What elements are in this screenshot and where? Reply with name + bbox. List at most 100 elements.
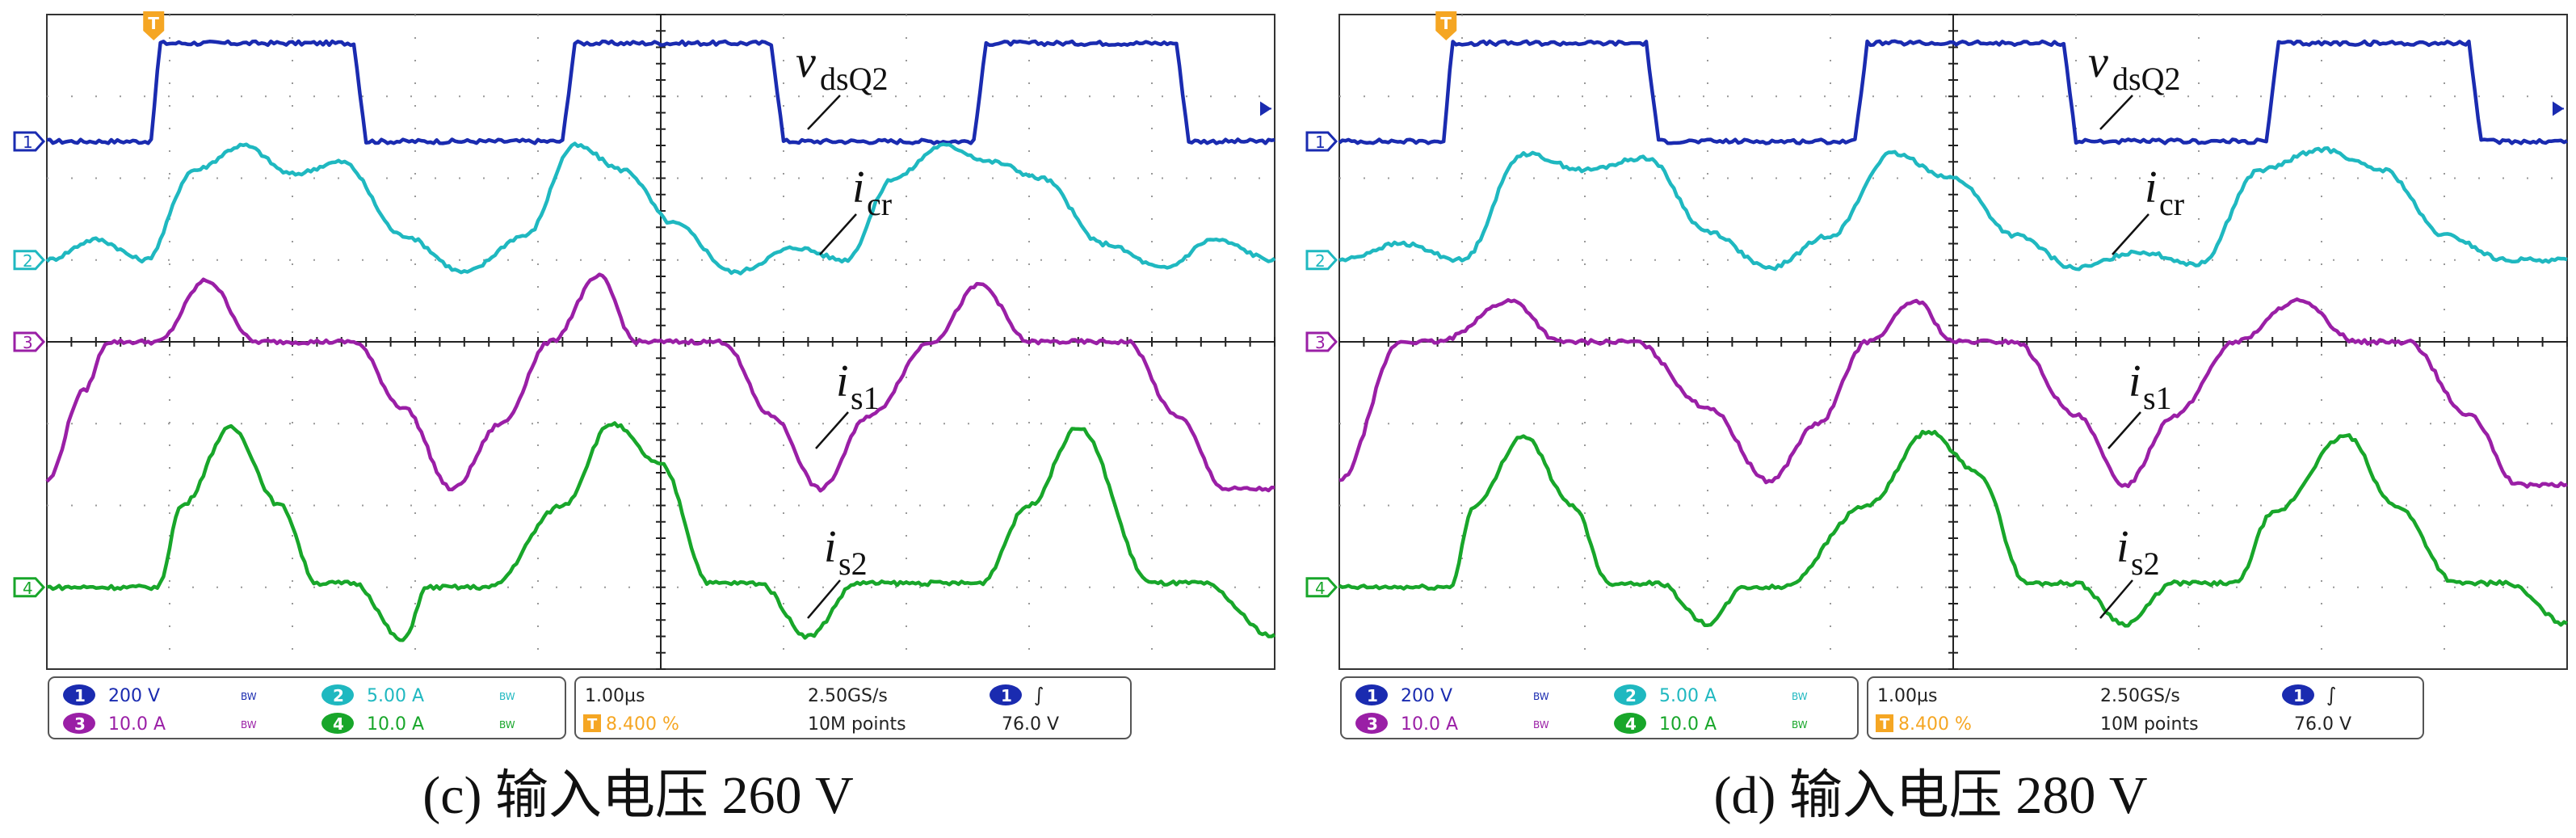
svg-text:i: i [2116, 522, 2129, 572]
trigger-marker-label: T [148, 14, 159, 33]
label-vdsq2: v dsQ2 [796, 37, 888, 130]
channel-4-setting: 4 10.0 A BW [321, 713, 515, 735]
channel-marker-3: 3 [1305, 331, 1338, 352]
channel-4-setting: 4 10.0 A BW [1614, 713, 1808, 735]
channel-marker-label: 3 [1315, 333, 1326, 352]
trigger-position: 8.400 % [1898, 714, 1972, 735]
trigger-position-marker: T [1435, 11, 1457, 40]
bandwidth-limit: BW [499, 691, 515, 702]
status-bar: 1 200 V BW 2 5.00 A BW 3 10.0 A BW 4 10.0 A BW 1.00µ… [1340, 676, 2424, 739]
channel-1-setting: 1 200 V BW [63, 684, 257, 706]
trigger-source-icon [990, 684, 1022, 705]
waveform-ch2 [45, 141, 1276, 276]
channel-marker-label: 3 [23, 333, 33, 352]
channel-1-setting: 1 200 V BW [1355, 684, 1549, 706]
channel-scale: 10.0 A [1401, 714, 1458, 735]
trigger-marker-label: T [1440, 14, 1452, 33]
trigger-pos-icon-label: T [1880, 716, 1890, 733]
waveform-ch3 [45, 272, 1275, 493]
bandwidth-limit: BW [1533, 691, 1549, 702]
trigger-pos-icon [1876, 714, 1893, 732]
channel-number: 2 [333, 686, 344, 705]
channel-3-setting: 3 10.0 A BW [1355, 713, 1549, 735]
svg-text:i: i [852, 162, 865, 213]
channel-marker-4: 4 [13, 577, 46, 598]
channel-scale: 10.0 A [1659, 714, 1717, 735]
timebase: 1.00µs [585, 686, 645, 706]
channel-2-setting: 2 5.00 A BW [321, 684, 515, 706]
waveform-ch2 [1338, 145, 2568, 272]
sample-rate: 2.50GS/s [2100, 686, 2180, 706]
svg-text:i: i [824, 522, 837, 572]
label-vdsq2: v dsQ2 [2088, 37, 2180, 130]
trigger-slope-icon: ∫ [2326, 684, 2337, 706]
channel-scale: 5.00 A [367, 686, 424, 706]
channel-marker-label: 4 [23, 579, 33, 598]
channel-marker-1: 1 [13, 131, 46, 152]
trigger-level: 76.0 V [1002, 714, 1059, 735]
channel-marker-label: 4 [1315, 579, 1326, 598]
waveform-ch1 [46, 39, 1275, 145]
svg-text:s2: s2 [2131, 545, 2160, 582]
panel-caption: (c) 输入电压 260 V [422, 766, 854, 825]
waveform-ch4 [46, 421, 1276, 642]
svg-text:dsQ2: dsQ2 [820, 61, 888, 97]
svg-text:dsQ2: dsQ2 [2112, 61, 2180, 97]
trigger-source: 1 [2293, 686, 2305, 705]
channel-marker-label: 2 [23, 251, 33, 271]
status-bar: 1 200 V BW 2 5.00 A BW 3 10.0 A BW 4 10.0 A BW 1.00µ… [48, 676, 1132, 739]
channel-scale: 10.0 A [108, 714, 166, 735]
svg-text:cr: cr [2159, 186, 2184, 222]
channel-marker-2: 2 [13, 250, 46, 271]
channel-marker-label: 1 [23, 133, 33, 152]
record-length: 10M points [2100, 714, 2199, 735]
label-is2: i s2 [2099, 522, 2160, 619]
svg-text:i: i [2145, 162, 2158, 213]
svg-text:s2: s2 [838, 545, 868, 582]
label-is2: i s2 [807, 522, 868, 619]
label-is1: i s1 [2107, 356, 2172, 449]
trigger-slope-icon: ∫ [1034, 684, 1044, 706]
channel-number: 3 [74, 714, 86, 734]
waveform-ch1 [1338, 39, 2568, 145]
channel-number: 2 [1625, 686, 1637, 705]
bandwidth-limit: BW [1533, 719, 1549, 731]
svg-text:v: v [2088, 37, 2108, 87]
channel-scale: 200 V [108, 686, 160, 706]
trigger-source-icon [2282, 684, 2314, 705]
bandwidth-limit: BW [241, 691, 257, 702]
channel-number: 4 [333, 714, 344, 734]
channel-marker-3: 3 [13, 331, 46, 352]
svg-text:i: i [836, 356, 849, 406]
channel-marker-4: 4 [1305, 577, 1338, 598]
trigger-source: 1 [1001, 686, 1012, 705]
svg-text:v: v [796, 37, 816, 87]
channel-scale: 10.0 A [367, 714, 424, 735]
channel-marker-label: 1 [1315, 133, 1326, 152]
svg-text:cr: cr [867, 186, 892, 222]
label-icr: i cr [819, 162, 892, 255]
channel-number: 1 [1367, 686, 1378, 705]
channel-marker-label: 2 [1315, 251, 1326, 271]
bandwidth-limit: BW [1792, 691, 1808, 702]
channel-marker-1: 1 [1305, 131, 1338, 152]
channel-scale: 5.00 A [1659, 686, 1717, 706]
channel-number: 3 [1367, 714, 1378, 734]
channel-3-setting: 3 10.0 A BW [63, 713, 257, 735]
bandwidth-limit: BW [499, 719, 515, 731]
trigger-pos-icon-label: T [587, 716, 598, 733]
svg-text:s1: s1 [2143, 380, 2172, 416]
sample-rate: 2.50GS/s [808, 686, 888, 706]
svg-text:s1: s1 [851, 380, 880, 416]
svg-text:i: i [2128, 356, 2141, 406]
channel-2-setting: 2 5.00 A BW [1614, 684, 1808, 706]
bandwidth-limit: BW [1792, 719, 1808, 731]
channel-number: 4 [1625, 714, 1637, 734]
trigger-position-marker: T [143, 11, 165, 40]
trigger-pos-icon [583, 714, 601, 732]
channel-settings-box [1340, 676, 1859, 739]
